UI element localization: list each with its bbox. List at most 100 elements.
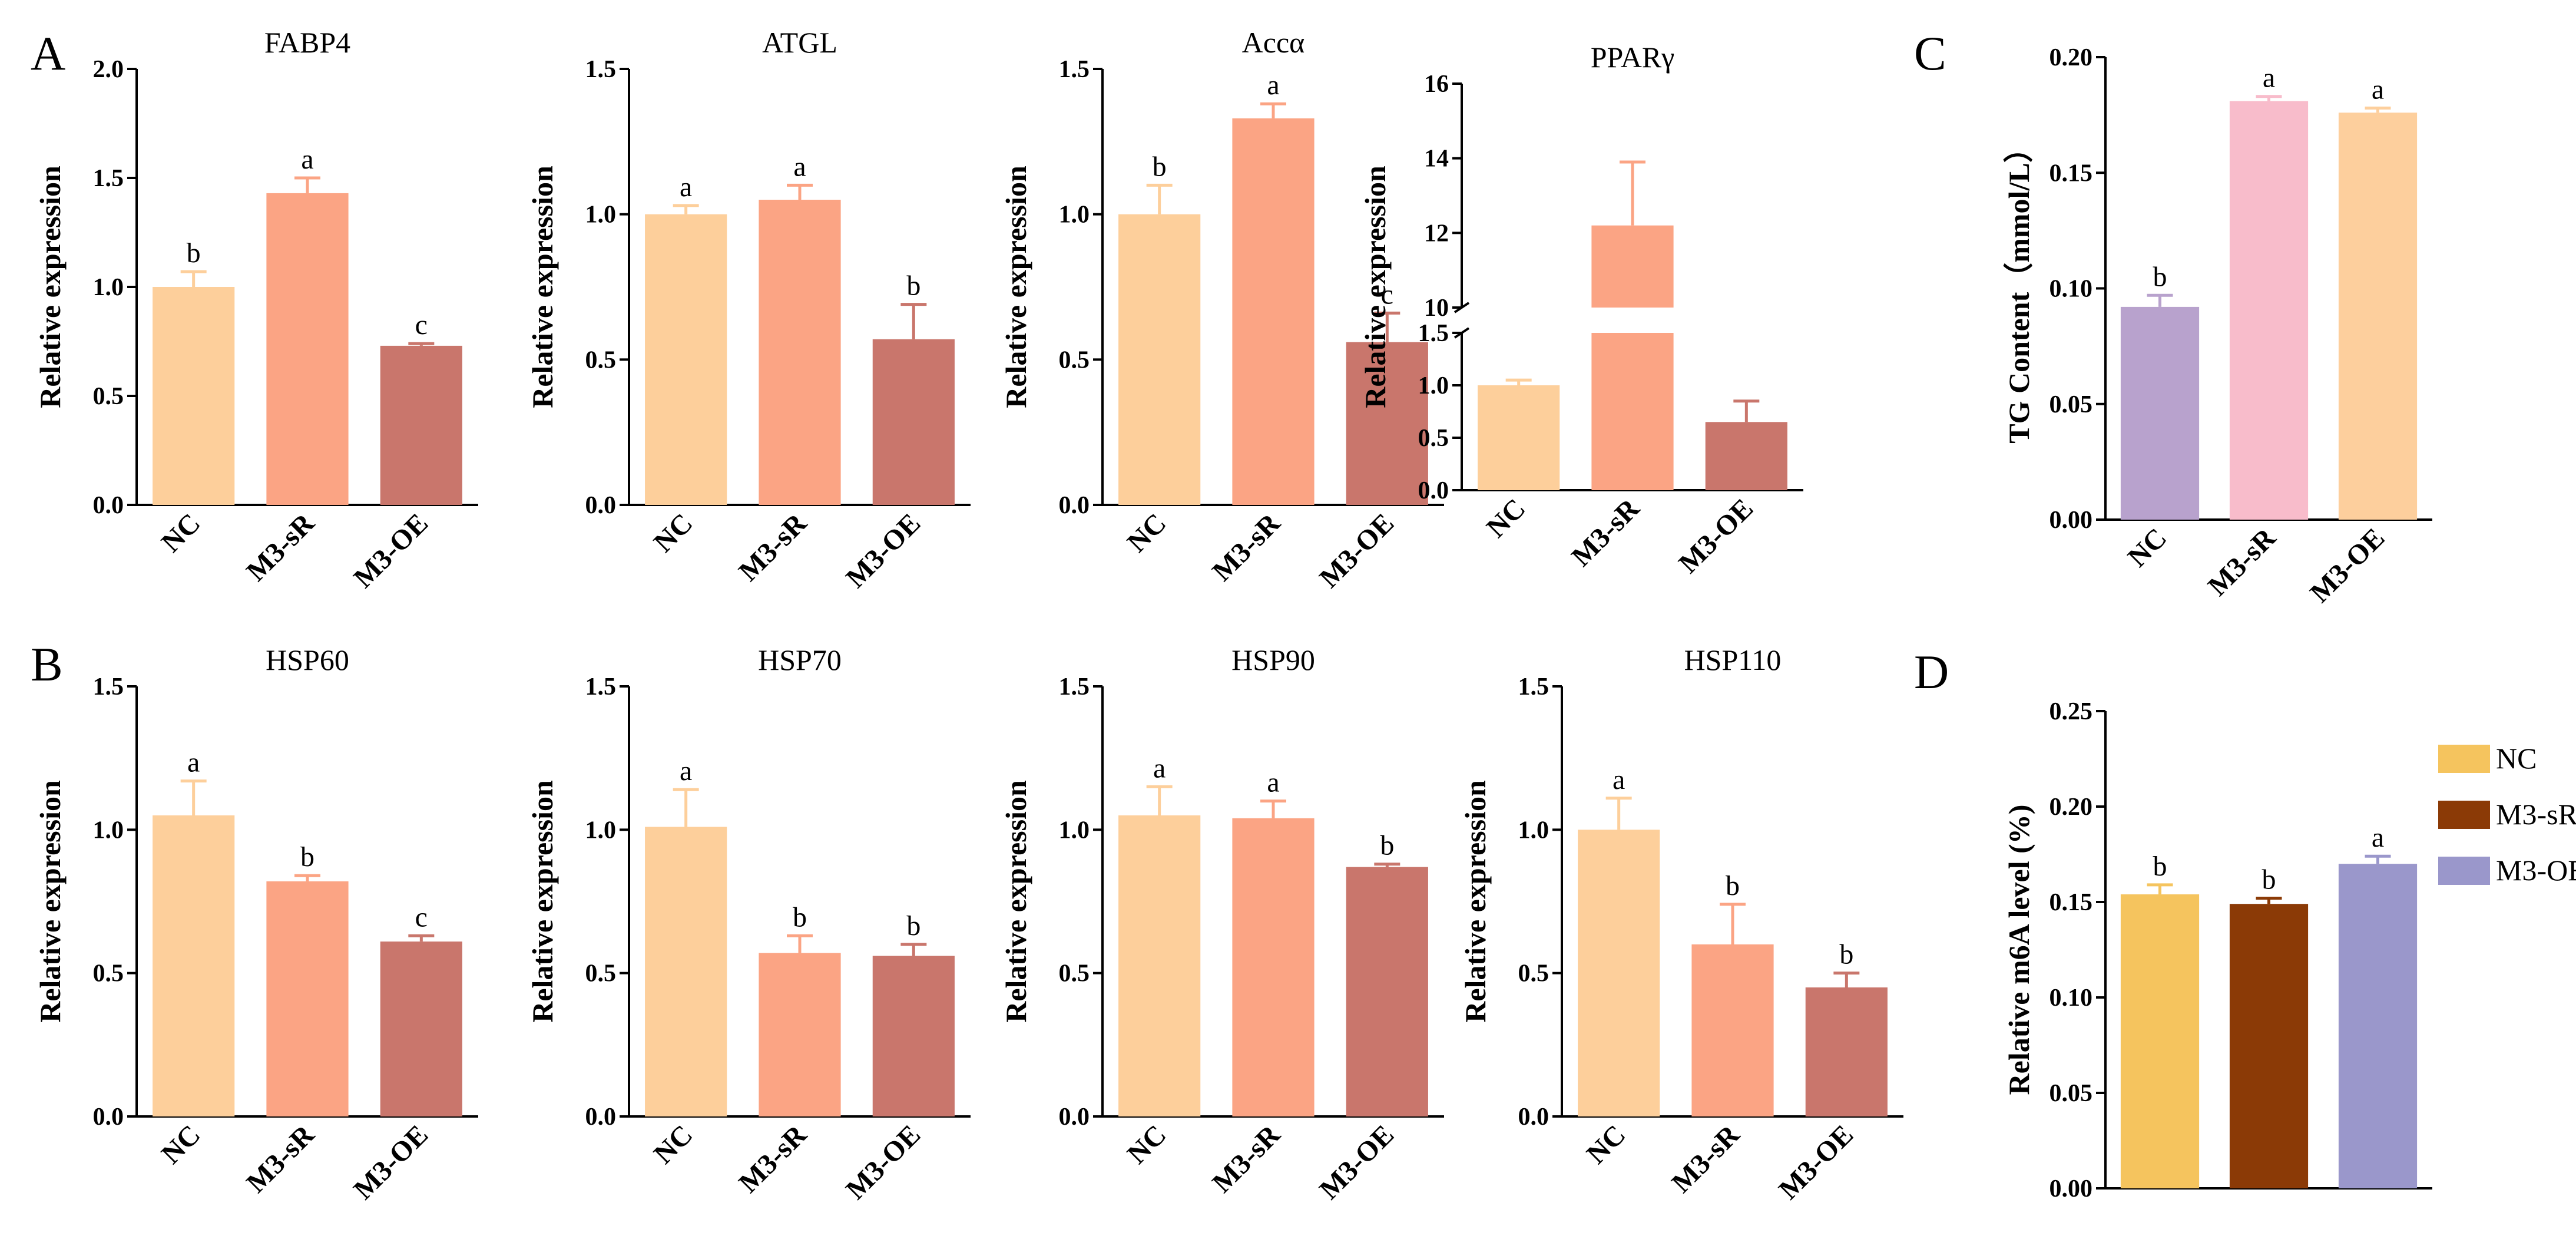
chart-title: Accα	[1242, 26, 1305, 59]
y-tick-label: 0.0	[1059, 492, 1090, 519]
legend-label-m3-sr: M3-sR	[2496, 798, 2576, 831]
y-axis-title: Relative expression	[526, 166, 559, 408]
category-label-m3-sr: M3-sR	[1206, 507, 1286, 587]
category-label-nc: NC	[1121, 1119, 1172, 1169]
legend: NC M3-sR M3-OE	[2438, 742, 2576, 887]
significance-letter-nc: b	[187, 237, 201, 269]
bar-m3-sr	[759, 953, 841, 1116]
bar-m3-sr	[1232, 118, 1315, 505]
y-tick-label: 0.5	[1418, 425, 1449, 452]
category-label-m3-sr: M3-sR	[1565, 492, 1645, 572]
bar-nc	[153, 287, 235, 505]
chart-fabp4: 0.0 0.5 1.0 1.5 2.0 b a c NC M3-sR M3-OE FABP4 Relat…	[34, 26, 478, 594]
category-label-m3-oe: M3-OE	[347, 507, 434, 594]
chart-hsp70: 0.0 0.5 1.0 1.5 a b b NC M3-sR M3-OE HSP70 Relative…	[526, 643, 971, 1205]
y-tick-label: 0.5	[93, 383, 124, 410]
y-tick-label: 1.0	[93, 817, 124, 844]
significance-letter-m3-sr: a	[1267, 767, 1279, 798]
legend-label-nc: NC	[2496, 742, 2537, 775]
y-tick-label: 1.5	[1418, 320, 1449, 347]
category-label-nc: NC	[1581, 1119, 1631, 1169]
bar-nc	[1118, 815, 1201, 1116]
y-axis-title: Relative expression	[1359, 166, 1392, 408]
bar-m3-sr	[1691, 944, 1774, 1116]
y-axis-title: Relative expression	[999, 166, 1032, 408]
y-tick-label: 1.5	[1059, 673, 1090, 701]
bar-nc	[1478, 385, 1560, 490]
y-tick-label: 0.20	[2049, 794, 2093, 821]
significance-letter-m3-oe: b	[906, 270, 921, 302]
y-axis-title: Relative m6A level (%)	[2002, 805, 2035, 1095]
chart-atgl: 0.0 0.5 1.0 1.5 a a b NC M3-sR M3-OE ATGL Relative …	[526, 26, 971, 594]
y-tick-label: 1.0	[1059, 201, 1090, 229]
bar-m3-sr-upper	[1591, 225, 1674, 308]
y-tick-label: 0.0	[585, 1103, 617, 1131]
category-label-m3-oe: M3-OE	[2304, 522, 2390, 609]
bar-m3-sr-lower	[1591, 333, 1674, 490]
y-tick-label: 0.5	[1059, 346, 1090, 374]
significance-letter-m3-sr: a	[301, 144, 313, 175]
y-tick-label: 0.05	[2049, 391, 2093, 418]
chart-title: ATGL	[762, 26, 837, 59]
panel-letter-c: C	[1914, 27, 1946, 80]
y-tick-label: 0.05	[2049, 1080, 2093, 1107]
y-tick-label: 1.0	[1518, 817, 1549, 844]
y-tick-label: 0.0	[93, 492, 124, 519]
significance-letter-nc: b	[2153, 261, 2167, 292]
bar-nc	[645, 827, 727, 1116]
y-tick-label: 0.15	[2049, 889, 2093, 916]
y-tick-label: 0.5	[1518, 960, 1549, 987]
significance-letter-m3-sr: a	[793, 151, 806, 182]
y-tick-label: 0.0	[93, 1103, 124, 1131]
y-tick-label: 10	[1424, 295, 1449, 322]
bar-m3-oe	[380, 345, 462, 505]
bar-m3-oe	[380, 941, 462, 1116]
bar-m3-sr	[266, 881, 349, 1116]
chart-title: FABP4	[264, 26, 350, 59]
legend-label-m3-oe: M3-OE	[2496, 854, 2576, 887]
category-label-nc: NC	[648, 507, 698, 558]
significance-letter-m3-sr: b	[2262, 864, 2276, 896]
bar-m3-oe	[2338, 113, 2418, 520]
y-tick-label: 1.5	[585, 673, 617, 701]
bar-m3-oe	[2338, 864, 2418, 1188]
y-axis-title: Relative expression	[34, 780, 67, 1023]
category-label-m3-sr: M3-sR	[733, 507, 813, 587]
y-tick-label: 0.00	[2049, 1175, 2093, 1202]
bar-m3-sr	[266, 193, 349, 505]
significance-letter-nc: a	[187, 747, 200, 778]
category-label-m3-sr: M3-sR	[2202, 521, 2282, 602]
bar-nc	[1118, 214, 1201, 505]
y-tick-label: 0.5	[93, 960, 124, 987]
y-tick-label: 16	[1424, 71, 1449, 98]
y-tick-label: 0.0	[1518, 1103, 1549, 1131]
bar-m3-oe	[872, 339, 955, 505]
bar-m3-sr	[2229, 904, 2309, 1188]
significance-letter-m3-oe: a	[2372, 74, 2384, 105]
category-label-m3-oe: M3-OE	[347, 1119, 434, 1205]
chart-tg-content: 0.00 0.05 0.10 0.15 0.20 b a a NC M3-sR M3-OE TG Co…	[2002, 44, 2432, 609]
legend-swatch-m3-oe	[2438, 857, 2490, 885]
category-label-m3-oe: M3-OE	[840, 507, 926, 594]
chart-hsp90: 0.0 0.5 1.0 1.5 a a b NC M3-sR M3-OE HSP90 Relative…	[999, 643, 1444, 1205]
chart-title: HSP90	[1231, 643, 1315, 676]
category-label-m3-sr: M3-sR	[733, 1118, 813, 1198]
y-axis-title: Relative expression	[999, 780, 1032, 1023]
significance-letter-m3-oe: b	[1380, 830, 1394, 861]
y-tick-label: 0.00	[2049, 507, 2093, 534]
y-tick-label: 0.20	[2049, 44, 2093, 71]
y-tick-label: 0.10	[2049, 276, 2093, 303]
y-tick-label: 1.5	[585, 56, 617, 83]
significance-letter-m3-oe: a	[2372, 822, 2384, 853]
bar-m3-sr	[2229, 101, 2309, 520]
chart-hsp110: 0.0 0.5 1.0 1.5 a b b NC M3-sR M3-OE HSP110 Relativ…	[1459, 643, 1903, 1205]
y-axis-title: Relative expression	[1459, 780, 1492, 1023]
category-label-nc: NC	[155, 1119, 206, 1169]
significance-letter-m3-oe: c	[415, 901, 428, 933]
category-label-m3-sr: M3-sR	[1666, 1118, 1746, 1198]
category-label-nc: NC	[1121, 507, 1172, 558]
chart-title: HSP110	[1684, 643, 1782, 676]
y-axis-title: Relative expression	[526, 780, 559, 1023]
y-axis-title: TG Content（mmol/L）	[2002, 133, 2035, 443]
chart-ppar-gamma: 0.0 0.5 1.0 1.510 12 14 16 NC M3-sR M3-OE PPARγ Rel…	[1359, 41, 1803, 579]
